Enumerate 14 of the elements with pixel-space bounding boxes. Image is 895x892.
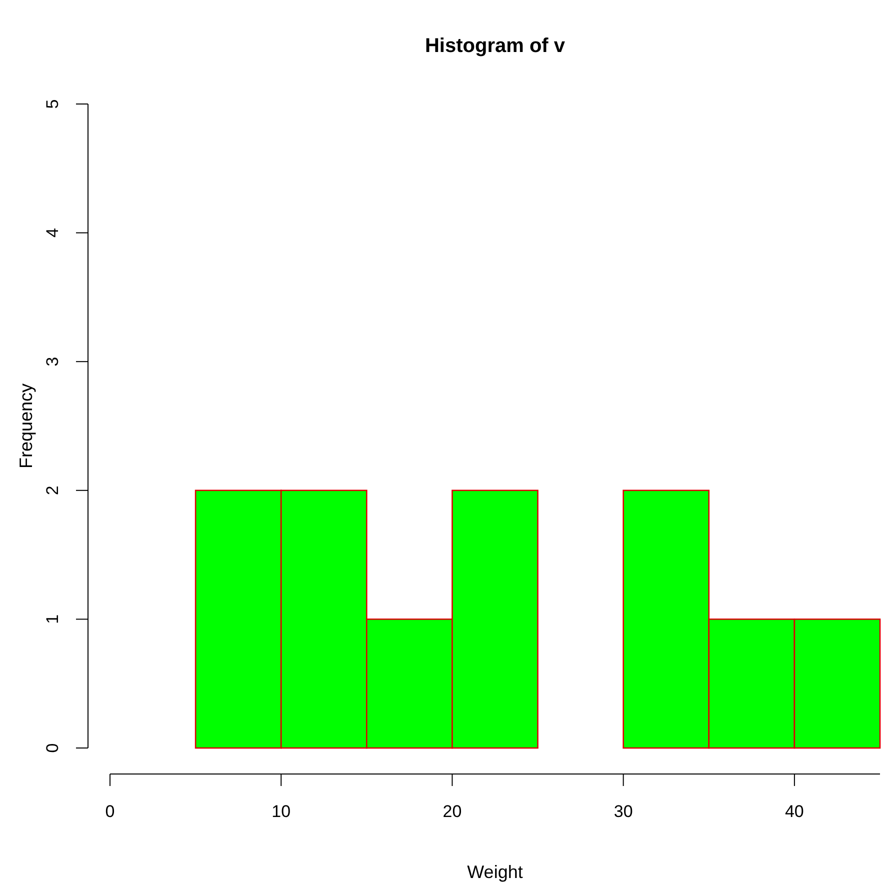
y-tick-label: 3 (43, 356, 62, 366)
chart-title: Histogram of v (424, 35, 566, 57)
x-tick-label: 20 (442, 802, 462, 821)
y-axis-title: Frequency (16, 383, 36, 469)
y-tick-label: 5 (43, 99, 62, 109)
x-tick-label: 10 (272, 802, 291, 821)
x-axis-title: Weight (467, 862, 523, 882)
y-tick-label: 1 (43, 614, 62, 624)
y-tick-label: 4 (43, 228, 62, 238)
y-tick-label: 0 (43, 743, 62, 753)
y-tick-label: 2 (43, 486, 62, 496)
x-tick-label: 40 (784, 802, 804, 821)
x-tick-label: 0 (105, 802, 115, 821)
x-tick-label: 30 (614, 802, 633, 821)
